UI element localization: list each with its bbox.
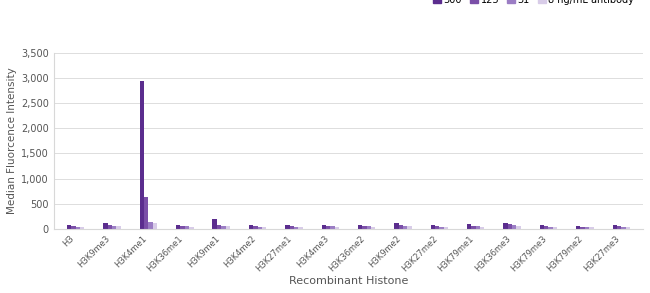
Bar xyxy=(322,225,326,229)
Bar xyxy=(103,224,108,229)
Bar xyxy=(590,227,593,229)
Bar xyxy=(217,225,221,229)
Bar xyxy=(140,81,144,229)
Bar xyxy=(617,226,621,229)
Bar xyxy=(294,226,298,229)
Legend: 500, 125, 31, 8 ng/mL antibody: 500, 125, 31, 8 ng/mL antibody xyxy=(429,0,638,8)
Y-axis label: Median Fluorcence Intensity: Median Fluorcence Intensity xyxy=(7,67,17,214)
Bar xyxy=(112,226,116,229)
Bar xyxy=(213,219,217,229)
Bar xyxy=(553,227,557,229)
Bar xyxy=(335,227,339,229)
Bar xyxy=(298,227,303,229)
Bar xyxy=(226,226,230,229)
Bar xyxy=(612,226,617,229)
Bar xyxy=(467,224,471,229)
Bar xyxy=(72,226,75,229)
Bar xyxy=(148,222,153,229)
Bar xyxy=(153,224,157,229)
Bar xyxy=(75,227,80,229)
X-axis label: Recombinant Histone: Recombinant Histone xyxy=(289,276,408,286)
Bar xyxy=(544,226,549,229)
Bar xyxy=(189,227,194,229)
Bar xyxy=(435,226,439,229)
Bar xyxy=(257,227,262,229)
Bar xyxy=(362,226,367,229)
Bar xyxy=(444,227,448,229)
Bar xyxy=(540,225,544,229)
Bar xyxy=(395,224,398,229)
Bar xyxy=(625,227,630,229)
Bar xyxy=(512,226,517,229)
Bar xyxy=(358,225,362,229)
Bar xyxy=(580,227,585,229)
Bar xyxy=(181,226,185,229)
Bar xyxy=(253,226,257,229)
Bar xyxy=(144,197,148,229)
Bar xyxy=(398,226,403,229)
Bar xyxy=(476,226,480,229)
Bar xyxy=(326,226,330,229)
Bar xyxy=(367,226,371,229)
Bar xyxy=(67,225,72,229)
Bar xyxy=(185,226,189,229)
Bar xyxy=(176,225,181,229)
Bar xyxy=(621,226,625,229)
Bar xyxy=(116,226,121,229)
Bar xyxy=(330,226,335,229)
Bar xyxy=(508,224,512,229)
Bar xyxy=(439,227,444,229)
Bar xyxy=(80,227,84,229)
Bar xyxy=(585,227,590,229)
Bar xyxy=(549,226,553,229)
Bar xyxy=(371,227,375,229)
Bar xyxy=(262,227,266,229)
Bar xyxy=(108,225,112,229)
Bar xyxy=(403,226,408,229)
Bar xyxy=(249,226,253,229)
Bar xyxy=(503,223,508,229)
Bar xyxy=(431,226,435,229)
Bar xyxy=(517,226,521,229)
Bar xyxy=(408,226,411,229)
Bar xyxy=(285,226,289,229)
Bar xyxy=(576,226,580,229)
Bar xyxy=(289,226,294,229)
Bar xyxy=(480,226,484,229)
Bar xyxy=(471,226,476,229)
Bar xyxy=(221,226,226,229)
